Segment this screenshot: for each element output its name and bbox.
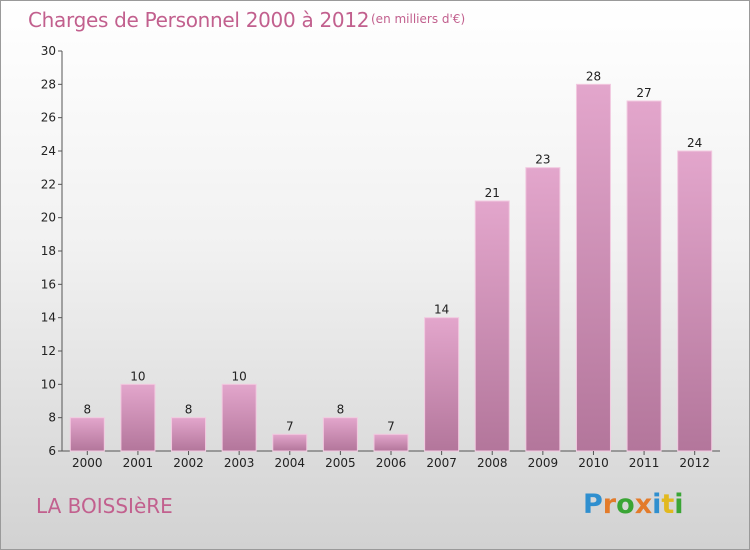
bar-value-label: 24 — [687, 136, 702, 150]
bar — [171, 417, 207, 452]
y-tick-label: 8 — [48, 411, 56, 425]
bar-value-label: 7 — [286, 419, 294, 433]
bar — [373, 433, 409, 452]
bar — [221, 383, 257, 452]
x-tick-label: 2008 — [477, 456, 508, 470]
x-tick-label: 2003 — [224, 456, 255, 470]
bar-value-label: 23 — [535, 153, 550, 167]
bar — [525, 167, 561, 452]
x-tick-label: 2012 — [679, 456, 710, 470]
x-tick-label: 2001 — [123, 456, 154, 470]
town-name: LA BOISSIèRE — [36, 494, 173, 518]
logo-letter: o — [616, 489, 635, 520]
bar-value-label: 8 — [337, 403, 345, 417]
bar-value-label: 10 — [232, 369, 247, 383]
y-tick-label: 24 — [41, 144, 56, 158]
logo-letter: t — [661, 489, 675, 520]
bar — [272, 433, 308, 452]
chart-unit: (en milliers d'€) — [371, 12, 466, 26]
x-tick-label: 2006 — [376, 456, 407, 470]
y-tick-label: 30 — [41, 44, 56, 58]
y-tick-label: 14 — [41, 311, 56, 325]
y-tick-label: 20 — [41, 211, 56, 225]
bar — [120, 383, 156, 452]
proxiti-logo: Proxiti — [583, 489, 684, 520]
x-tick-label: 2007 — [426, 456, 457, 470]
bar-value-label: 7 — [387, 419, 395, 433]
x-tick-label: 2009 — [528, 456, 559, 470]
logo-letter: r — [602, 489, 617, 520]
logo-letter: P — [583, 489, 603, 520]
bar — [424, 317, 460, 452]
x-tick-label: 2011 — [629, 456, 660, 470]
y-tick-label: 22 — [41, 177, 56, 191]
y-tick-label: 26 — [41, 111, 56, 125]
bar — [69, 417, 105, 452]
bar-value-label: 8 — [185, 403, 193, 417]
x-tick-label: 2010 — [578, 456, 609, 470]
bar-value-label: 27 — [636, 86, 651, 100]
logo-letter: x — [634, 489, 653, 520]
y-tick-label: 28 — [41, 77, 56, 91]
logo-letter: i — [674, 489, 684, 520]
bar — [322, 417, 358, 452]
y-tick-label: 6 — [48, 444, 56, 458]
x-tick-label: 2004 — [274, 456, 305, 470]
x-tick-label: 2005 — [325, 456, 356, 470]
chart-title: Charges de Personnel 2000 à 2012 — [28, 8, 370, 32]
bar-value-label: 14 — [434, 303, 449, 317]
bar — [626, 100, 662, 452]
bar — [677, 150, 713, 452]
bar-value-label: 10 — [130, 369, 145, 383]
y-tick-label: 10 — [41, 377, 56, 391]
x-tick-label: 2000 — [72, 456, 103, 470]
bar — [474, 200, 510, 452]
y-tick-label: 18 — [41, 244, 56, 258]
y-tick-label: 16 — [41, 277, 56, 291]
bar-value-label: 28 — [586, 69, 601, 83]
bar — [575, 83, 611, 452]
y-tick-label: 12 — [41, 344, 56, 358]
x-tick-label: 2002 — [173, 456, 204, 470]
bar-value-label: 8 — [83, 403, 91, 417]
logo-letter: i — [652, 489, 662, 520]
bar-value-label: 21 — [485, 186, 500, 200]
